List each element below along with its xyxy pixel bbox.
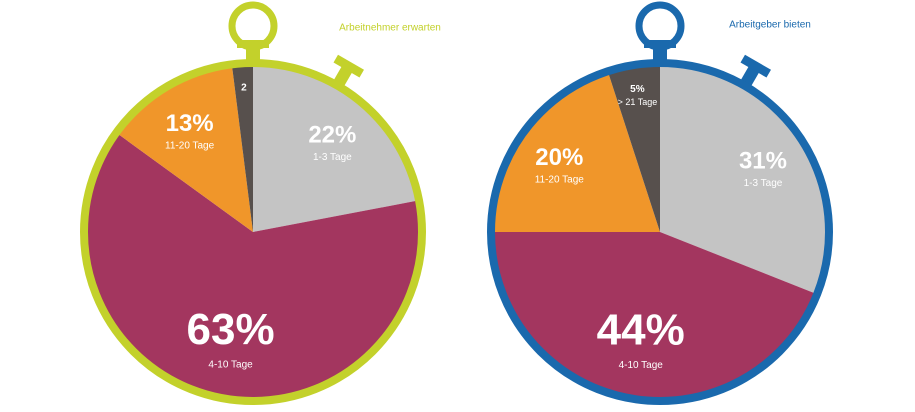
pie-slice (494, 74, 660, 232)
crown-cap (644, 40, 676, 48)
value-label: 31% (739, 147, 787, 174)
value-label: 2 (241, 83, 247, 94)
chart-title: Arbeitgeber bieten (729, 20, 811, 31)
watch-ring (80, 59, 426, 405)
pie-slice (232, 66, 253, 232)
value-label: 20% (535, 144, 583, 171)
value-label: 44% (597, 306, 685, 355)
category-label: 4-10 Tage (619, 360, 664, 371)
value-label: 63% (187, 305, 275, 354)
chart-title: Arbeitnehmer erwarten (339, 23, 441, 34)
button-cap (333, 54, 364, 78)
value-label: 22% (308, 121, 356, 148)
pie-slice (87, 134, 419, 398)
button-cap (740, 54, 771, 78)
value-label: 13% (166, 110, 214, 137)
pie-slice (118, 67, 253, 232)
watch-ring (487, 59, 833, 405)
pie-slice (253, 66, 417, 232)
value-label: 5% (630, 84, 645, 95)
pie-slice (494, 232, 815, 398)
category-label: 4-10 Tage (208, 359, 253, 370)
category-label: 1-3 Tage (744, 178, 783, 189)
category-label: 1-3 Tage (313, 152, 352, 163)
crown-cap (237, 40, 269, 48)
category-label: 11-20 Tage (535, 175, 585, 186)
category-label: 11-20 Tage (165, 141, 215, 152)
category-label: > 21 Tage (618, 97, 658, 107)
pie-slice (608, 66, 660, 232)
